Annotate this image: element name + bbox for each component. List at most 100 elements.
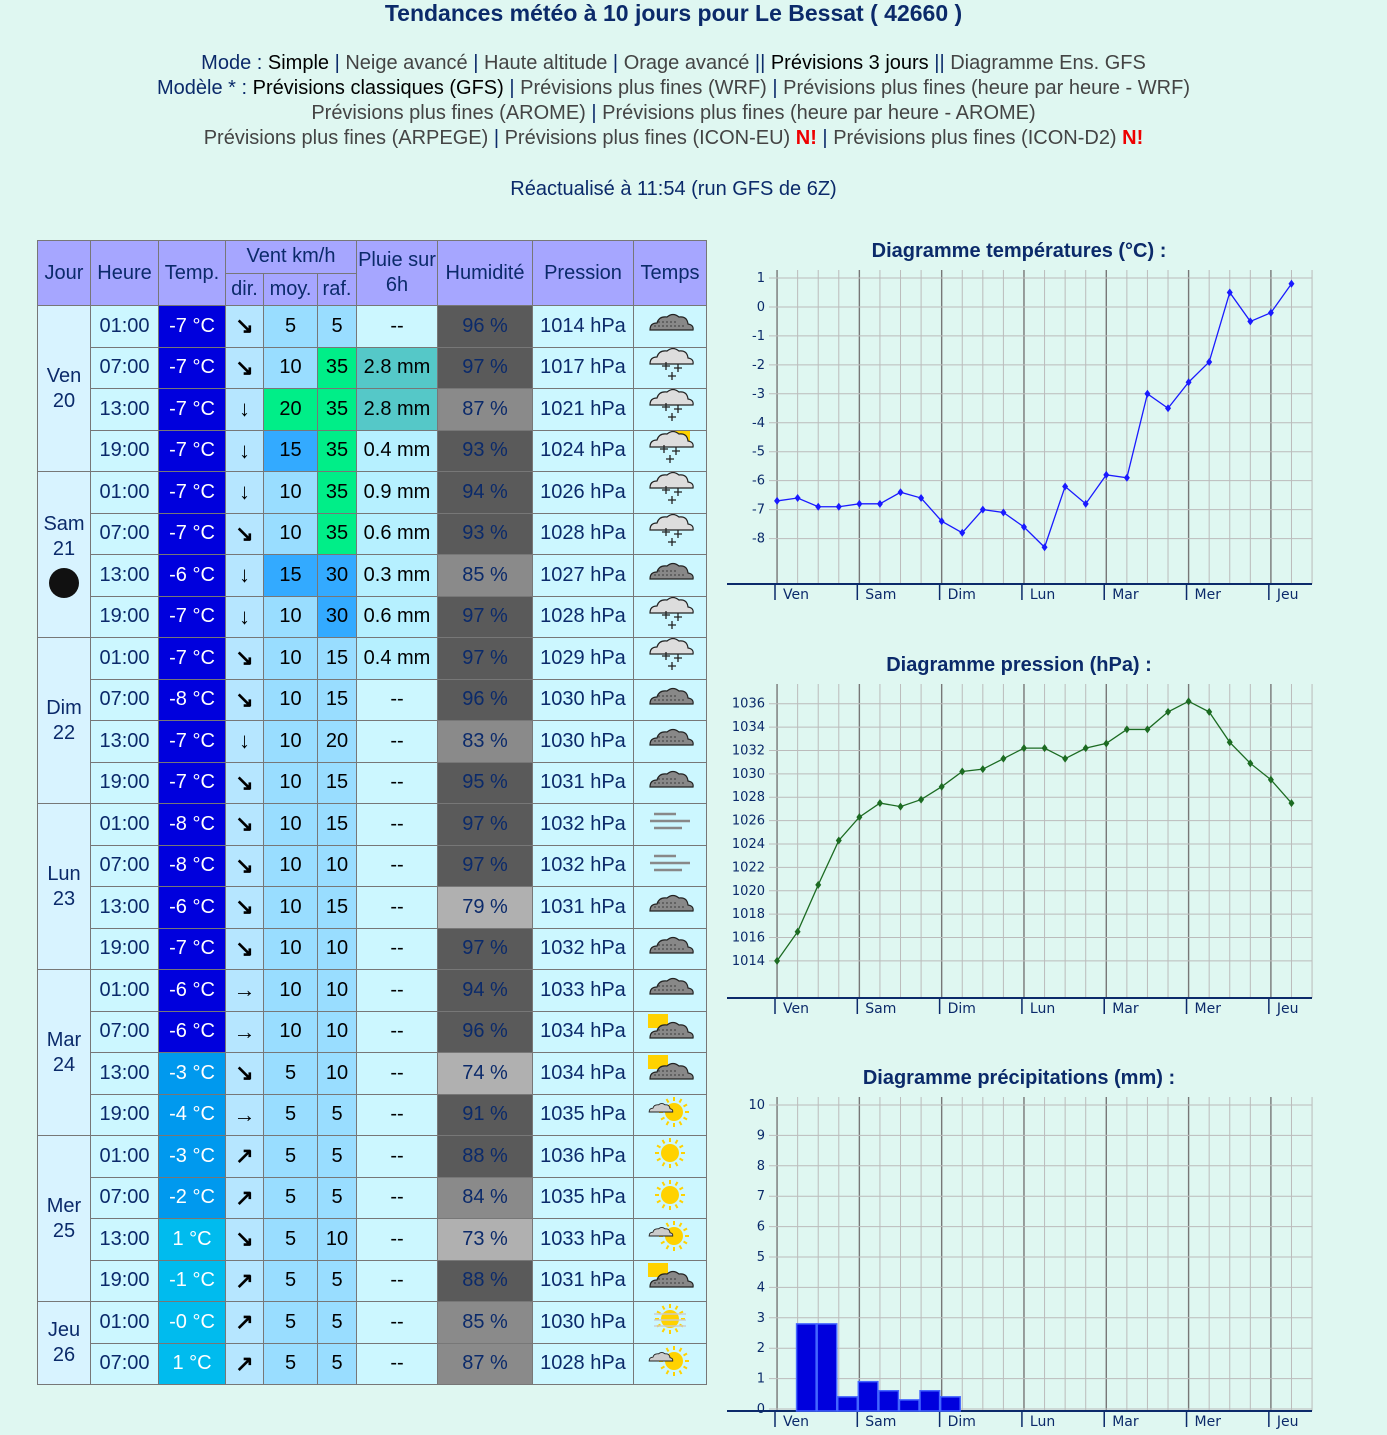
nav-mode-link[interactable]: Simple (267, 52, 330, 74)
nav-model-link[interactable]: Prévisions plus fines (ARPEGE) (203, 127, 489, 149)
pressure-cell: 1030 hPa (532, 720, 634, 763)
snow-icon (646, 389, 694, 429)
y-tick-label: 1028 (732, 790, 765, 805)
temperature-cell: -6 °C (158, 886, 226, 929)
temperature-cell: -7 °C (158, 927, 226, 970)
pressure-cell: 1033 hPa (532, 1218, 634, 1261)
nav-ens-link[interactable]: Diagramme Ens. GFS (950, 52, 1146, 74)
x-tick-label: Jeu (1276, 1414, 1299, 1430)
nav-model-link[interactable]: Prévisions plus fines (WRF) (520, 77, 767, 99)
weather-cell (633, 388, 707, 431)
wind-gust-cell: 5 (317, 1176, 357, 1219)
wind-arrow-icon: ↘ (235, 686, 254, 712)
day-number: 20 (52, 389, 76, 412)
nav-separator: * : (222, 77, 253, 99)
nav-model-link[interactable]: Prévisions classiques (GFS) (252, 77, 504, 99)
data-point (918, 795, 925, 804)
data-point (938, 782, 945, 791)
pressure-cell: 1017 hPa (532, 346, 634, 389)
pressure-cell: 1027 hPa (532, 554, 634, 597)
table-row: Lun 23 01:00 -8 °C ↘ 10 15 -- 97 % 1032 hPa (37, 803, 707, 970)
data-point (938, 517, 945, 526)
hour-cell: 01:00 (90, 305, 159, 348)
humidity-cell: 94 % (437, 969, 533, 1012)
weather-cell (633, 1301, 707, 1344)
nav-model-link[interactable]: Prévisions plus fines (ICON-D2) (833, 127, 1117, 149)
weather-cell (633, 637, 707, 680)
wind-direction-cell: ↘ (225, 1052, 264, 1095)
nav-model-line-3: Prévisions plus fines (ARPEGE) | Prévisi… (0, 127, 1347, 150)
col-header-humidite: Humidité (437, 240, 533, 306)
weather-cell (633, 595, 707, 638)
day-cell: Sam 21 (37, 471, 91, 638)
wind-direction-cell: ↘ (225, 1218, 264, 1261)
x-tick-label: Dim (948, 587, 976, 603)
rain-cell: -- (356, 1301, 438, 1344)
wind-direction-cell: ↘ (225, 803, 264, 846)
wind-direction-cell: ↓ (225, 554, 264, 597)
snow-icon (646, 513, 694, 554)
pressure-cell: 1035 hPa (532, 1093, 634, 1136)
nav-prev3-link[interactable]: Prévisions 3 jours (770, 52, 929, 74)
temperature-cell: -1 °C (158, 1259, 226, 1302)
humidity-cell: 84 % (437, 1176, 533, 1219)
day-number: 23 (52, 887, 76, 910)
data-point (1165, 707, 1172, 716)
data-point (1000, 754, 1007, 763)
y-tick-label: 1020 (732, 884, 765, 899)
temperature-cell: -4 °C (158, 1093, 226, 1136)
humidity-cell: 95 % (437, 761, 533, 804)
wind-gust-cell: 15 (317, 803, 357, 846)
humidity-cell: 96 % (437, 678, 533, 721)
table-row: 19:00 -4 °C → 5 5 -- 91 % 1035 hPa (38, 1093, 707, 1136)
wind-gust-cell: 5 (317, 305, 357, 348)
weather-cell (633, 927, 707, 970)
wind-direction-cell: ↘ (225, 844, 264, 887)
rain-cell: -- (356, 969, 438, 1012)
pressure-cell: 1029 hPa (532, 637, 634, 680)
weather-cell (633, 1342, 707, 1385)
pressure-cell: 1026 hPa (532, 471, 634, 514)
precip-bar (898, 1399, 920, 1412)
temperature-cell: -6 °C (158, 969, 226, 1012)
y-tick-label: 1034 (732, 720, 765, 735)
nav-model-link[interactable]: Prévisions plus fines (AROME) (311, 102, 586, 124)
data-point (1247, 317, 1254, 326)
snow-sun-icon (646, 430, 694, 471)
nav-model-link[interactable]: Prévisions plus fines (heure par heure -… (602, 102, 1036, 124)
table-row: 13:00 -6 °C ↓ 15 30 0.3 mm 85 % 1027 hPa (38, 554, 707, 597)
table-row: 07:00 -2 °C ↗ 5 5 -- 84 % 1035 hPa (38, 1176, 707, 1219)
temperature-cell: 1 °C (158, 1342, 226, 1385)
snow-icon (646, 638, 694, 678)
day-cell: Lun 23 (37, 803, 91, 970)
nav-mode-link[interactable]: Haute altitude (483, 52, 608, 74)
nav-model-link[interactable]: Prévisions plus fines (ICON-EU) (504, 127, 791, 149)
day-cell: Ven 20 (37, 305, 91, 472)
table-row: Sam 21 01:00 -7 °C ↓ 10 35 0.9 mm 94 % 1026 hPa (37, 471, 707, 638)
pressure-cell: 1028 hPa (532, 1342, 634, 1385)
snow-icon (646, 347, 694, 388)
nav-separator: | (585, 102, 603, 124)
col-header-vent: Vent km/h (225, 240, 357, 274)
x-tick-label: Ven (783, 1414, 809, 1430)
y-tick-label: 1036 (732, 697, 765, 712)
y-tick-label: 0 (757, 300, 765, 315)
rain-cell: 0.6 mm (356, 512, 438, 555)
col-header-temp: Temp. (158, 240, 226, 306)
rain-cell: -- (356, 1218, 438, 1261)
wind-arrow-icon: → (233, 1018, 256, 1044)
nav-separator: | (329, 52, 346, 74)
wind-avg-cell: 10 (263, 803, 318, 846)
nav-mode-link[interactable]: Orage avancé (623, 52, 750, 74)
temperature-chart: 1 0 -1 -2 -3 -4 -5 -6 -7 -8 Ven Sam Dim Lun Mar Mer Jeu (727, 270, 1313, 603)
y-tick-label: 8 (757, 1159, 765, 1174)
data-point (979, 765, 986, 774)
humidity-cell: 97 % (437, 346, 533, 389)
wind-avg-cell: 10 (263, 844, 318, 887)
nav-model-link[interactable]: Prévisions plus fines (heure par heure -… (783, 77, 1190, 99)
nav-mode-link[interactable]: Neige avancé (345, 52, 468, 74)
data-point (856, 813, 863, 822)
fog-icon (646, 846, 694, 886)
wind-avg-cell: 10 (263, 886, 318, 929)
